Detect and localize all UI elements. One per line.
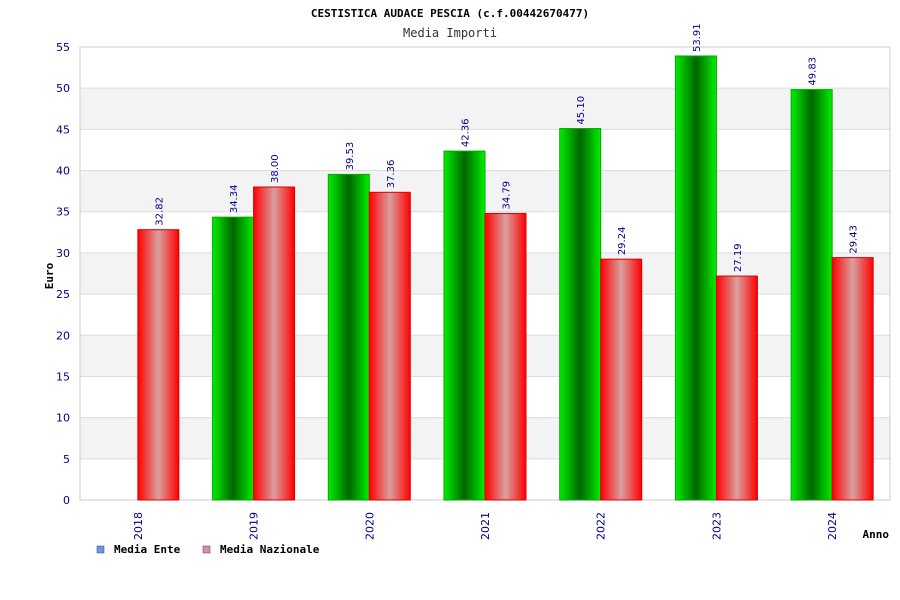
bar-media-nazionale-2019 bbox=[253, 186, 296, 501]
y-tick-label: 30 bbox=[56, 247, 70, 260]
bar-media-nazionale-2023 bbox=[715, 275, 758, 501]
y-tick-label: 0 bbox=[63, 494, 70, 507]
data-label: 38.00 bbox=[270, 154, 281, 183]
bar-media-nazionale-2021 bbox=[484, 212, 527, 501]
x-tick-label: 2023 bbox=[710, 512, 723, 540]
bar-media-ente-2022 bbox=[559, 128, 602, 501]
y-axis-ticks: 0 5 10 15 20 25 30 35 40 45 50 55 bbox=[56, 41, 70, 507]
y-tick-label: 45 bbox=[56, 123, 70, 136]
y-tick-label: 5 bbox=[63, 453, 70, 466]
x-tick-label: 2024 bbox=[826, 512, 839, 540]
x-tick-label: 2020 bbox=[363, 512, 376, 540]
data-label: 53.91 bbox=[692, 23, 703, 52]
data-label: 29.43 bbox=[849, 225, 860, 254]
plot-band bbox=[80, 47, 890, 89]
data-label: 39.53 bbox=[345, 142, 356, 171]
legend-label-media-nazionale: Media Nazionale bbox=[220, 543, 320, 556]
x-tick-label: 2021 bbox=[479, 512, 492, 540]
chart-title: CESTISTICA AUDACE PESCIA (c.f.0044267047… bbox=[311, 7, 589, 20]
y-tick-label: 55 bbox=[56, 41, 70, 54]
data-label: 34.34 bbox=[229, 185, 240, 214]
x-axis-label: Anno bbox=[863, 528, 890, 541]
x-axis-ticks: 2018 2019 2020 2021 2022 2023 2024 bbox=[132, 512, 839, 540]
bar-media-ente-2019 bbox=[212, 216, 255, 501]
y-tick-label: 40 bbox=[56, 165, 70, 178]
data-label: 45.10 bbox=[576, 96, 587, 125]
data-label: 49.83 bbox=[808, 57, 819, 86]
data-label: 29.24 bbox=[617, 227, 628, 256]
y-axis-label: Euro bbox=[43, 262, 56, 289]
chart-subtitle: Media Importi bbox=[403, 26, 497, 40]
y-tick-label: 10 bbox=[56, 412, 70, 425]
bar-media-ente-2021 bbox=[443, 150, 486, 501]
bar-media-nazionale-2020 bbox=[368, 191, 411, 501]
plot-band bbox=[80, 88, 890, 130]
data-label: 27.19 bbox=[733, 243, 744, 272]
x-tick-label: 2018 bbox=[132, 512, 145, 540]
legend-swatch-media-ente bbox=[96, 545, 105, 554]
y-tick-label: 50 bbox=[56, 82, 70, 95]
y-tick-label: 20 bbox=[56, 329, 70, 342]
legend-swatch-media-nazionale bbox=[202, 545, 211, 554]
bar-media-ente-2023 bbox=[674, 55, 717, 501]
bar-media-ente-2024 bbox=[790, 89, 833, 501]
data-label: 37.36 bbox=[386, 160, 397, 189]
data-labels: 32.82 34.34 38.00 39.53 37.36 42.36 34.79 45.10… bbox=[154, 23, 859, 272]
y-tick-label: 35 bbox=[56, 206, 70, 219]
y-tick-label: 15 bbox=[56, 370, 70, 383]
y-tick-label: 25 bbox=[56, 288, 70, 301]
bar-media-nazionale-2024 bbox=[831, 257, 874, 501]
bar-media-nazionale-2018 bbox=[137, 229, 180, 501]
bar-media-nazionale-2022 bbox=[600, 258, 643, 501]
bar-media-ente-2020 bbox=[327, 173, 370, 501]
data-label: 32.82 bbox=[154, 197, 165, 226]
x-tick-label: 2019 bbox=[248, 512, 261, 540]
legend: Media Ente Media Nazionale bbox=[96, 543, 320, 556]
data-label: 42.36 bbox=[461, 118, 472, 147]
data-label: 34.79 bbox=[502, 181, 513, 210]
legend-label-media-ente: Media Ente bbox=[114, 543, 181, 556]
bars bbox=[137, 55, 874, 501]
x-tick-label: 2022 bbox=[595, 512, 608, 540]
